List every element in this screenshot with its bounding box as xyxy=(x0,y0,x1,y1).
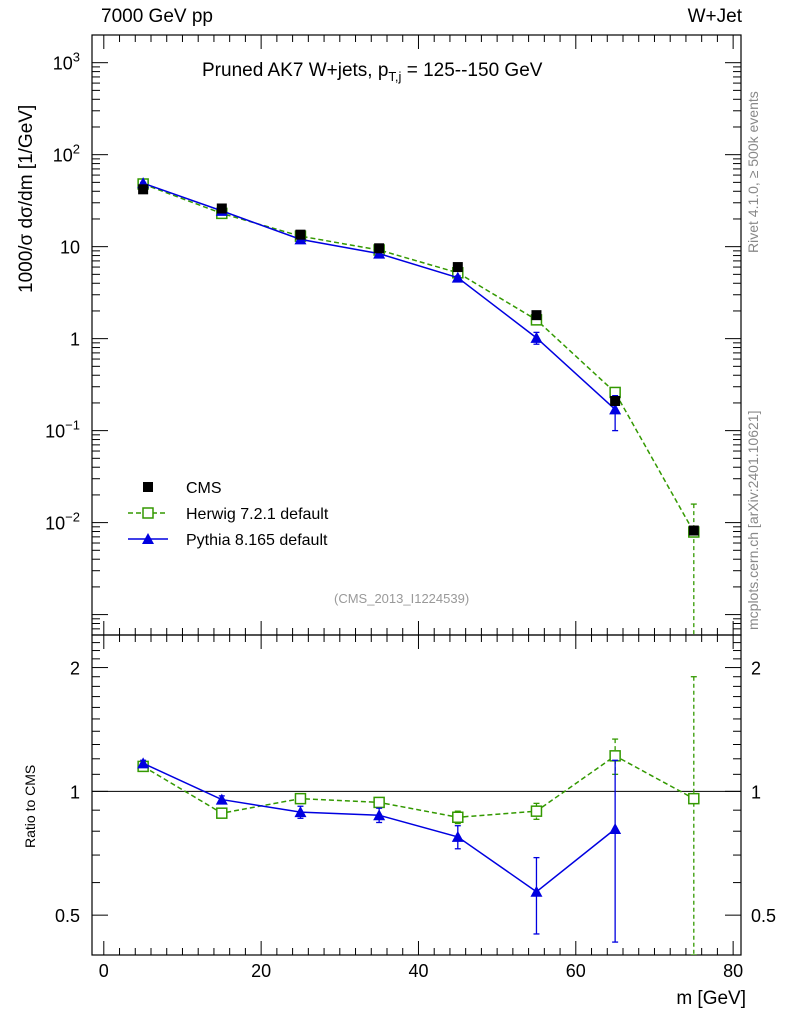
pythia-point xyxy=(451,271,464,283)
ratio-plot-frame xyxy=(91,634,742,956)
x-tick-label: 80 xyxy=(723,961,743,981)
legend-label: Pythia 8.165 default xyxy=(186,532,328,549)
cms-data-point xyxy=(138,184,149,195)
herwig-line xyxy=(142,183,695,533)
pythia-ratio-point xyxy=(137,757,150,769)
rivet-version-label: Rivet 4.1.0, ≥ 500k events xyxy=(745,91,761,253)
main-y-tick-label: 10 xyxy=(60,238,80,258)
ratio-y-tick-label-left: 2 xyxy=(70,659,80,679)
ratio-y-axis-label: Ratio to CMS xyxy=(22,764,38,848)
pythia-ratio-point xyxy=(451,830,464,842)
cms-data-point xyxy=(452,262,463,273)
herwig-ratio-point xyxy=(294,792,307,805)
pythia-ratio-point xyxy=(215,793,228,805)
analysis-id-label: (CMS_2013_I1224539) xyxy=(334,591,470,606)
main-series-group xyxy=(137,177,700,635)
pythia-ratio-point xyxy=(373,809,386,821)
herwig-ratio-point xyxy=(373,796,385,809)
pythia-ratio-point xyxy=(530,885,543,897)
pythia-ratio-point xyxy=(294,806,307,818)
legend-cms-marker xyxy=(143,482,153,492)
main-y-tick-label: 1 xyxy=(70,330,80,350)
herwig-ratio-point xyxy=(452,811,464,824)
header-left-label: 7000 GeV pp xyxy=(101,6,213,27)
legend-pythia-marker xyxy=(142,533,154,544)
ratio-y-tick-label-left: 1 xyxy=(70,782,80,802)
main-y-tick-label: 10−1 xyxy=(45,418,80,442)
mcplots-label: mcplots.cern.ch [arXiv:2401.10621] xyxy=(745,410,761,630)
cms-data-point xyxy=(374,243,385,254)
pythia-ratio-point xyxy=(609,822,622,834)
ratio-y-tick-label-right: 1 xyxy=(751,782,761,802)
main-y-tick-label: 102 xyxy=(53,142,80,166)
herwig-ratio-point xyxy=(530,805,543,817)
header-right-label: W+Jet xyxy=(687,6,742,27)
legend-label: CMS xyxy=(186,480,222,497)
herwig-ratio-line xyxy=(142,754,695,819)
ratio-y-tick-label-right: 2 xyxy=(751,659,761,679)
ratio-y-tick-label-left: 0.5 xyxy=(55,906,80,926)
pythia-ratio-line xyxy=(142,762,616,893)
x-axis-label: m [GeV] xyxy=(676,988,746,1009)
cms-data-point xyxy=(295,229,306,240)
main-y-tick-label: 103 xyxy=(53,50,80,74)
x-tick-label: 20 xyxy=(251,961,271,981)
x-tick-label: 0 xyxy=(99,961,109,981)
herwig-ratio-point xyxy=(216,807,228,819)
ratio-y-tick-label-right: 0.5 xyxy=(751,906,776,926)
legend-label: Herwig 7.2.1 default xyxy=(186,506,329,523)
herwig-ratio-point xyxy=(688,792,700,805)
pythia-point xyxy=(609,403,622,415)
x-tick-label: 40 xyxy=(408,961,428,981)
cms-data-point xyxy=(216,203,227,214)
legend-herwig-marker xyxy=(142,507,154,519)
cms-data-point xyxy=(610,395,621,406)
main-y-tick-label: 10−2 xyxy=(45,510,80,534)
main-y-axis-label: 1000/σ dσ/dm [1/GeV] xyxy=(16,104,37,293)
pythia-point xyxy=(530,331,543,343)
chart-title: Pruned AK7 W+jets, pT,j = 125--150 GeV xyxy=(202,60,543,84)
pythia-line xyxy=(142,182,616,410)
cms-data-point xyxy=(531,310,542,321)
cms-data-point xyxy=(688,525,699,536)
ratio-series-group xyxy=(137,676,700,955)
herwig-ratio-point xyxy=(609,750,621,762)
x-tick-label: 60 xyxy=(566,961,586,981)
